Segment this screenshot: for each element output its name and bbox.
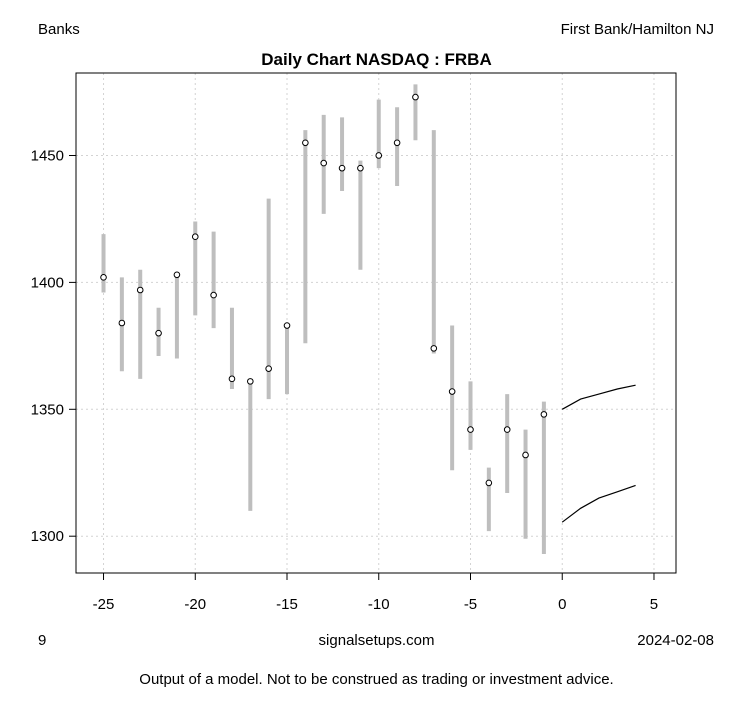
y-tick-label: 1350	[31, 401, 64, 418]
x-tick-label: -20	[184, 596, 206, 613]
close-point	[540, 411, 548, 418]
close-point	[228, 375, 236, 383]
footer-site: signalsetups.com	[318, 632, 435, 649]
range-bars	[101, 84, 546, 554]
grid-lines	[76, 73, 676, 573]
close-point	[247, 378, 254, 385]
close-point	[375, 152, 383, 159]
close-point	[522, 451, 529, 459]
close-point	[448, 388, 456, 395]
close-point	[430, 345, 438, 352]
x-tick-label: -10	[368, 596, 390, 613]
close-point	[283, 322, 291, 329]
close-point	[393, 139, 401, 147]
x-tick-label: -25	[93, 596, 115, 613]
x-tick-label: -5	[464, 596, 477, 613]
close-point	[302, 139, 309, 147]
x-tick-label: -15	[276, 596, 298, 613]
y-tick-label: 1450	[31, 147, 64, 164]
chart-title: Daily Chart NASDAQ : FRBA	[261, 50, 492, 69]
close-point	[320, 159, 328, 167]
close-point	[100, 274, 107, 281]
close-point	[155, 329, 162, 337]
close-point	[357, 164, 364, 172]
forecast-upper-line	[561, 384, 636, 410]
close-point	[412, 93, 419, 101]
close-point	[265, 365, 272, 372]
footer-date: 2024-02-08	[637, 632, 714, 649]
close-point	[467, 426, 474, 433]
plot-frame	[75, 72, 677, 574]
close-point	[485, 479, 493, 487]
forecast-bands	[561, 384, 636, 523]
close-point	[503, 426, 511, 433]
close-point	[210, 291, 217, 299]
x-tick-label: 5	[650, 596, 658, 613]
close-point	[338, 164, 346, 172]
close-point	[118, 319, 126, 327]
y-tick-label: 1400	[31, 274, 64, 291]
footer-count: 9	[38, 632, 47, 649]
close-point	[173, 271, 181, 279]
close-point	[136, 286, 144, 294]
x-tick-label: 0	[558, 596, 566, 613]
y-tick-label: 1300	[31, 528, 64, 545]
header-category: Banks	[38, 21, 80, 38]
close-point	[191, 233, 199, 241]
close-points	[100, 93, 548, 487]
axes: -25 -20 -15 -10 -5 0 5 1300 1350 1400 1450	[31, 147, 659, 613]
forecast-lower-line	[561, 484, 636, 523]
header-company: First Bank/Hamilton NJ	[560, 21, 714, 38]
footer-disclaimer: Output of a model. Not to be construed a…	[139, 671, 614, 688]
